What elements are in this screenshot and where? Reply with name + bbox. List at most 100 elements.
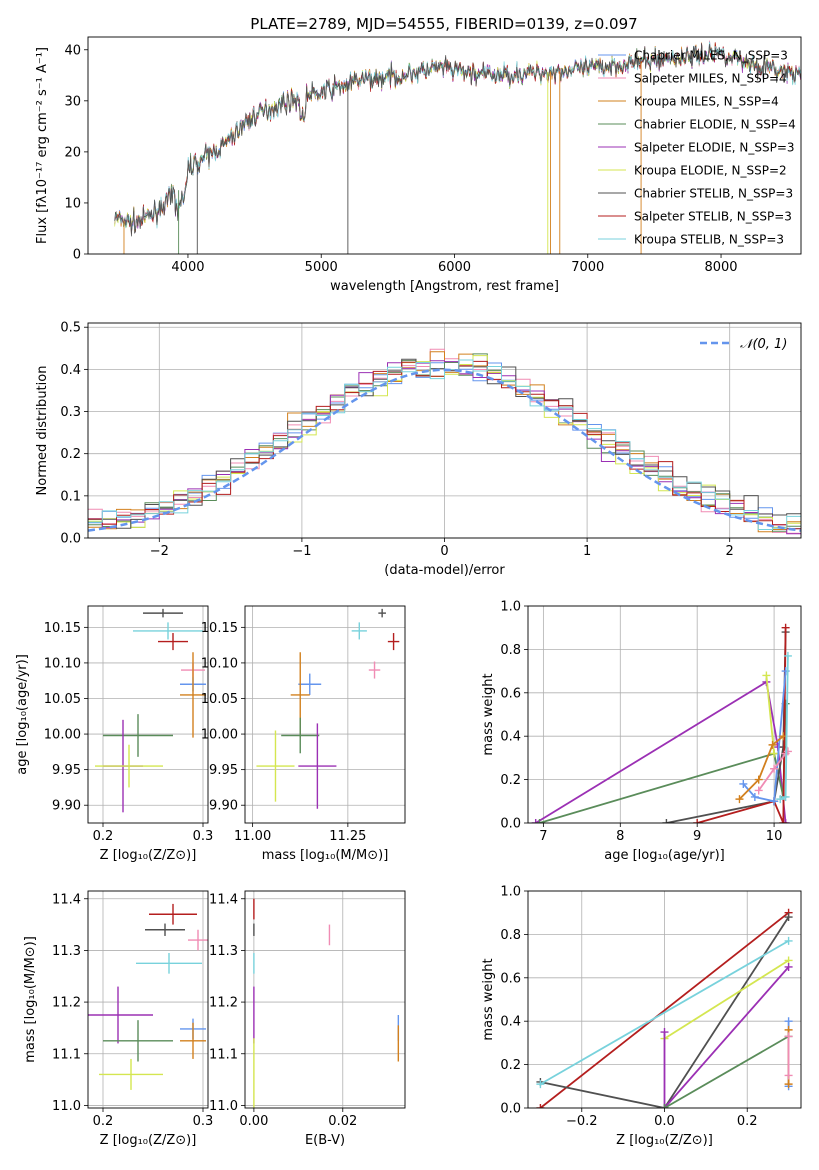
errorbar-point [387,633,400,651]
plot-area [536,908,793,1108]
x-tick-label: 8000 [704,260,737,275]
errorbar-point [378,608,386,618]
errorbar-point [133,622,203,640]
errorbar-point [256,730,295,802]
spectrum-line [114,43,801,237]
x-tick-label: 9 [693,829,701,844]
x-tick-label: 4000 [171,260,204,275]
errorbar-point [145,923,185,936]
x-tick-label: 0.02 [328,1114,357,1129]
x-axis-label: E(B-V) [305,1133,345,1148]
plot-area [88,348,801,535]
plus-marker [754,775,763,784]
errorbar-point [180,652,206,738]
errorbar-point [298,673,322,695]
panel-mass-vs-EBV: 0.00 0.02 11.0 11.1 11.2 11.3 11.4 E(B-V) [209,890,406,1148]
y-tick-label: 9.90 [209,799,238,814]
y-axis-label: mass weight [481,673,496,755]
plus-marker [531,819,540,823]
x-axis-label: wavelength [Angstrom, rest frame] [330,279,559,294]
y-tick-label: 0.4 [500,730,521,745]
x-tick-label: 0.00 [239,1114,268,1129]
y-tick-label: 11.4 [209,892,238,907]
plot-area [253,898,400,1108]
errorbar-point [136,953,202,974]
x-tick-label: 1 [583,544,591,559]
mass-weight-line [539,911,790,1108]
x-tick-label: −2 [150,544,169,559]
errorbar-point [95,744,163,788]
errorbar-point [298,723,337,809]
panel-spectrum: 4000 5000 6000 7000 8000 0 10 20 30 40 wavelength … [35,36,802,294]
y-tick-label: 1.0 [500,885,521,900]
x-tick-label: 7 [539,829,547,844]
panel-mass-weight-vs-age: 7 8 9 10 0.0 0.2 0.4 0.6 0.8 1.0 age [log₁₀(age/yr… [481,600,802,863]
plus-marker [750,792,759,801]
y-tick-label: 11.0 [52,1099,81,1114]
plus-marker [776,795,785,804]
panel-age-vs-mass: 11.00 11.25 9.90 9.95 10.00 10.05 10.10 10.15 ma… [201,605,406,863]
x-axis-label: (data-model)/error [384,563,505,578]
y-tick-label: 11.3 [52,944,81,959]
mass-weight-line [696,627,787,823]
x-tick-label: 0.2 [93,1114,114,1129]
plus-marker [660,1028,669,1037]
legend-label: 𝒩(0, 1) [740,337,787,352]
plus-marker [768,740,777,749]
plus-marker [662,819,671,823]
y-tick-label: 11.2 [209,996,238,1011]
y-tick-label: 9.95 [209,763,238,778]
errorbar-point [351,622,367,640]
plus-marker [762,671,771,680]
y-axis-label: mass [log₁₀(M/M⊙)] [23,936,38,1063]
y-tick-label: 0.2 [500,773,521,788]
errorbar-point [180,1022,206,1059]
y-tick-label: 0.0 [60,532,81,547]
panel-mass-vs-Z: 0.2 0.3 11.0 11.1 11.2 11.3 11.4 Z [log₁₀(Z/Z⊙)… [23,890,213,1148]
x-tick-label: 7000 [571,260,604,275]
y-axis-label: Flux [fλ10⁻¹⁷ erg cm⁻² s⁻¹ A⁻¹] [35,47,50,244]
y-tick-label: 11.4 [52,892,81,907]
x-tick-label: 0.0 [654,1114,675,1129]
y-tick-label: 0.8 [500,643,521,658]
y-tick-label: 10.05 [201,692,238,707]
y-tick-label: 0 [73,248,81,263]
normal-reference-curve [88,368,801,532]
y-tick-label: 30 [64,94,81,109]
y-tick-label: 10.15 [201,621,238,636]
legend-label: Chabrier ELODIE, N_SSP=4 [634,118,796,132]
errorbar-point [88,986,153,1044]
plus-marker [784,962,793,971]
x-axis-label: Z [log₁₀(Z/Z⊙)] [100,848,197,863]
mass-weight-line [663,966,790,1108]
plus-marker [784,1017,793,1026]
mass-weight-line [664,959,790,1040]
plus-marker [783,651,792,660]
x-tick-label: 8 [616,829,624,844]
y-tick-label: 0.1 [60,489,81,504]
y-tick-label: 11.1 [209,1047,238,1062]
panel-mass-weight-vs-Z: −0.2 0.0 0.2 0.0 0.2 0.4 0.6 0.8 1.0 Z [log₁₀(Z/Z… [481,885,802,1148]
legend-label: Kroupa MILES, N_SSP=4 [634,95,779,109]
mass-weight-line [540,916,790,1108]
x-tick-label: 2 [726,544,734,559]
plus-marker [784,1071,793,1080]
x-tick-label: 0.2 [93,829,114,844]
axes-frame [244,890,406,1109]
y-tick-label: 10 [64,196,81,211]
plot-area [114,40,801,254]
y-tick-label: 0.6 [500,971,521,986]
errorbar-point [99,1058,163,1090]
axes-frame [87,322,802,539]
axes-frame [527,890,802,1109]
plus-marker [536,1080,545,1089]
legend-label: Chabrier MILES, N_SSP=3 [634,49,788,63]
x-axis-label: Z [log₁₀(Z/Z⊙)] [100,1133,197,1148]
plus-marker [535,819,544,823]
legend-label: Chabrier STELIB, N_SSP=3 [634,187,793,201]
mass-weight-line [539,940,790,1085]
errorbar-point [158,633,188,651]
y-tick-label: 0.2 [500,1058,521,1073]
x-tick-label: 11.00 [234,829,271,844]
